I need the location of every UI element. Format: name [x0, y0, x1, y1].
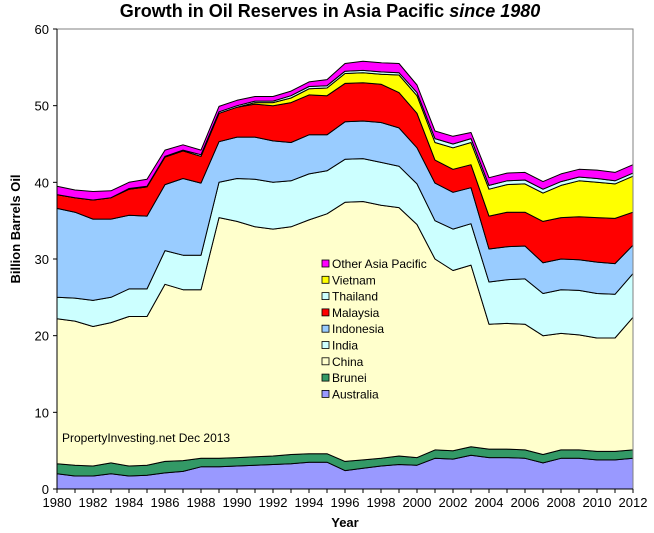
legend: Other Asia Pacific Vietnam Thailand Malaysi…	[321, 257, 427, 401]
legend-swatch-vietnam	[321, 275, 330, 284]
x-tick-label: 1998	[367, 495, 396, 510]
legend-label-indonesia: Indonesia	[332, 322, 384, 336]
x-tick-label: 2002	[439, 495, 468, 510]
x-axis: 1980 1982 1984 1986 1988 1990 1992 1994 1996 1998…	[43, 488, 648, 510]
y-tick-label: 50	[35, 99, 49, 114]
stacked-areas	[56, 60, 634, 490]
y-tick-label: 10	[35, 405, 49, 420]
x-tick-label: 1994	[295, 495, 324, 510]
chart-title-italic: since 1980	[449, 1, 540, 21]
x-tick-label: 2006	[511, 495, 540, 510]
y-tick-label: 40	[35, 175, 49, 190]
legend-label-china: China	[332, 355, 364, 369]
legend-label-other-asia-pacific: Other Asia Pacific	[332, 257, 427, 271]
chart-title-main: Growth in Oil Reserves in Asia Pacific	[120, 1, 449, 21]
legend-label-brunei: Brunei	[332, 371, 367, 385]
legend-swatch-brunei	[321, 373, 330, 382]
legend-label-vietnam: Vietnam	[332, 273, 376, 287]
x-tick-label: 1980	[43, 495, 72, 510]
x-tick-label: 1982	[79, 495, 108, 510]
y-tick-label: 60	[35, 22, 49, 37]
x-tick-label: 1984	[115, 495, 144, 510]
source-note: PropertyInvesting.net Dec 2013	[62, 431, 230, 445]
x-tick-label: 1992	[259, 495, 288, 510]
legend-label-thailand: Thailand	[332, 290, 378, 304]
y-tick-label: 0	[42, 482, 49, 497]
x-tick-label: 2004	[475, 495, 504, 510]
y-tick-label: 30	[35, 252, 49, 267]
legend-swatch-thailand	[321, 292, 330, 301]
legend-label-australia: Australia	[332, 387, 379, 401]
legend-swatch-indonesia	[321, 324, 330, 333]
legend-label-india: India	[332, 339, 358, 353]
x-tick-label: 1990	[223, 495, 252, 510]
legend-swatch-australia	[321, 389, 330, 398]
x-tick-label: 2000	[403, 495, 432, 510]
legend-swatch-india	[321, 341, 330, 349]
x-tick-label: 2008	[547, 495, 576, 510]
y-axis-title: Billion Barrels Oil	[8, 174, 23, 283]
y-tick-label: 20	[35, 329, 49, 344]
legend-swatch-other-asia-pacific	[321, 259, 330, 268]
x-tick-label: 1996	[331, 495, 360, 510]
x-tick-label: 1986	[151, 495, 180, 510]
x-tick-label: 2012	[619, 495, 648, 510]
legend-swatch-malaysia	[321, 308, 330, 317]
x-axis-title: Year	[331, 515, 358, 530]
y-axis: 0 10 20 30 40 50 60	[35, 22, 58, 497]
legend-swatch-china	[321, 357, 330, 366]
x-tick-label: 1988	[187, 495, 216, 510]
legend-label-malaysia: Malaysia	[332, 306, 380, 320]
x-tick-label: 2010	[583, 495, 612, 510]
chart-title: Growth in Oil Reserves in Asia Pacific s…	[120, 1, 541, 21]
